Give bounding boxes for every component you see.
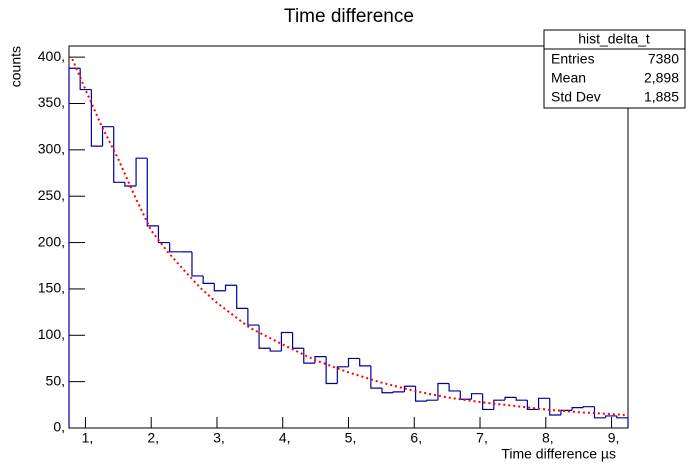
histogram-bin [280,331,293,352]
histogram-bin [224,284,237,291]
x-tick-label: 1, [82,430,94,446]
histogram-bin [403,385,416,392]
chart-title: Time difference [284,6,414,27]
stats-border [543,29,686,109]
histogram-bin [202,275,215,284]
histogram-bin [537,397,550,410]
histogram-bin [347,357,360,367]
histogram-bin [101,126,114,147]
histogram-bin [504,396,517,401]
histogram-bin [493,399,506,410]
histogram-bin [470,393,483,400]
histogram-bin [381,388,394,394]
histogram-bin [392,391,405,393]
histogram-bin [605,415,617,418]
histogram-bin [448,383,461,392]
histogram-bin [325,356,338,385]
histogram-bin [437,382,450,401]
y-tick-label: 50, [46,372,65,388]
histogram-bin [191,251,204,277]
x-tick-label: 3, [213,430,225,446]
y-axis-title: counts [8,46,24,87]
stats-label: Std Dev [551,89,601,105]
x-axis-title: Time difference µs [501,446,616,462]
stats-value: 7380 [648,51,679,67]
x-tick-label: 2, [147,430,159,446]
x-tick-label: 5, [345,430,357,446]
stats-label: Entries [551,51,595,67]
histogram-bin [426,399,438,402]
histogram-bin [370,365,383,389]
histogram-bin [515,397,528,401]
histogram-bin [146,158,159,227]
histogram-bin [336,366,349,384]
x-tick-label: 4, [279,430,291,446]
y-tick-label: 150, [38,280,65,296]
y-tick-label: 400, [38,48,65,64]
y-tick-label: 300, [38,141,65,157]
histogram-bin [79,68,92,91]
histogram-bin [571,407,584,411]
histogram-bin [582,406,595,408]
stats-value: 2,898 [644,70,679,86]
histogram-bin [303,348,315,364]
stats-title: hist_delta_t [578,31,650,47]
y-tick-label: 0, [53,419,65,435]
histogram-bin [526,400,539,411]
fit-curve [71,58,625,417]
histogram-bin [247,308,260,326]
histogram-bin [169,242,181,253]
histogram-bin [482,393,494,411]
y-tick-label: 200, [38,233,65,249]
histogram-bin [549,398,561,416]
histogram-bin [90,89,103,147]
x-tick-label: 7, [476,430,488,446]
x-tick-label: 8, [542,430,554,446]
histogram-bin [236,285,248,309]
y-tick-label: 250, [38,187,65,203]
histogram-bin [124,182,137,187]
histogram-bin [157,225,170,244]
histogram-bin [616,415,629,428]
stats-box: hist_delta_t Entries 7380 Mean 2,898 Std… [543,29,686,109]
histogram-bin [593,406,606,419]
y-tick-label: 350, [38,94,65,110]
histogram-bin [359,358,371,367]
x-tick-label: 6, [410,430,422,446]
stats-label: Mean [551,70,586,86]
histogram-bin [258,325,271,349]
stats-value: 1,885 [644,89,679,105]
histogram-bin [269,348,282,352]
histogram-bin [113,126,125,183]
histogram-bin [135,157,148,187]
x-tick-label: 9, [608,430,620,446]
y-tick-label: 100, [38,326,65,342]
histogram-bin [213,283,226,292]
